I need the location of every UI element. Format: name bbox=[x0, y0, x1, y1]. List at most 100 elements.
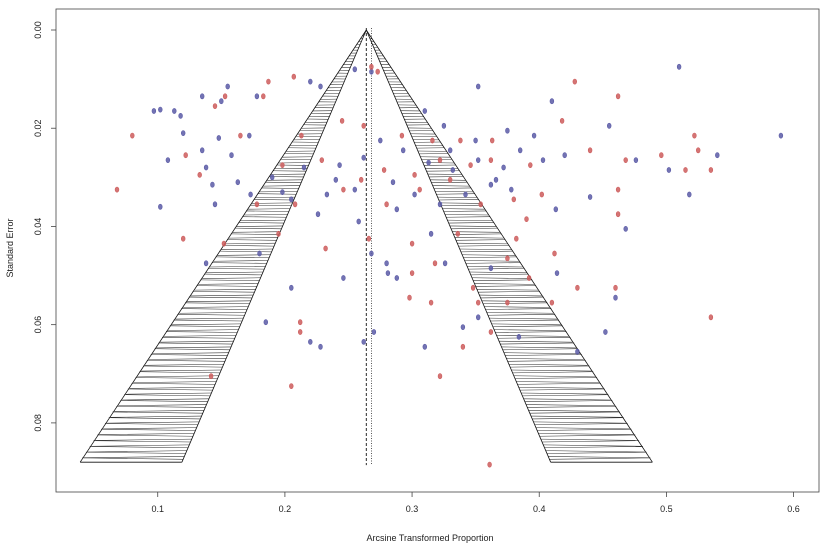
funnel-left-hatch bbox=[114, 410, 205, 412]
study-point-red bbox=[623, 157, 628, 163]
funnel-left-hatch bbox=[160, 340, 234, 343]
funnel-left-hatch bbox=[146, 359, 225, 362]
funnel-right-hatch bbox=[462, 254, 516, 256]
funnel-right-hatch bbox=[544, 446, 643, 449]
funnel-right-hatch bbox=[446, 216, 491, 218]
study-point-blue bbox=[517, 147, 523, 154]
funnel-right-hatch bbox=[456, 239, 506, 241]
study-point-blue bbox=[666, 167, 672, 173]
funnel-right-hatch bbox=[527, 405, 617, 408]
funnel-right-hatch bbox=[492, 325, 563, 328]
study-point-blue bbox=[428, 230, 434, 237]
y-tick-label: 0.06 bbox=[33, 316, 43, 334]
funnel-left-hatch bbox=[97, 434, 193, 437]
funnel-right-hatch bbox=[529, 411, 620, 414]
funnel-left-hatch bbox=[240, 219, 286, 222]
x-tick-label: 0.3 bbox=[406, 504, 419, 514]
study-point-red bbox=[323, 245, 328, 252]
study-point-blue bbox=[450, 167, 455, 173]
study-point-blue bbox=[401, 147, 406, 154]
funnel-right-hatch bbox=[540, 438, 638, 441]
funnel-left-hatch bbox=[103, 427, 197, 430]
study-point-red bbox=[359, 176, 364, 183]
funnel-left-hatch bbox=[215, 256, 270, 258]
study-point-blue bbox=[613, 294, 618, 301]
funnel-left-hatch bbox=[246, 210, 289, 212]
funnel-left-hatch bbox=[106, 421, 200, 424]
plot-frame bbox=[55, 8, 820, 493]
study-point-blue bbox=[623, 225, 628, 232]
study-point-blue bbox=[210, 181, 215, 188]
study-point-red bbox=[266, 78, 271, 85]
funnel-right-hatch bbox=[512, 371, 594, 374]
study-point-red bbox=[526, 275, 532, 281]
study-point-red bbox=[114, 186, 120, 193]
funnel-left-hatch bbox=[228, 237, 278, 239]
study-point-blue bbox=[488, 181, 494, 188]
x-tick-label: 0.4 bbox=[533, 504, 546, 514]
study-point-blue bbox=[318, 343, 323, 350]
funnel-left-hatch bbox=[139, 371, 221, 374]
funnel-right-hatch bbox=[460, 250, 514, 253]
funnel-left-hatch bbox=[248, 208, 291, 210]
funnel-right-hatch bbox=[473, 279, 533, 281]
study-point-blue bbox=[356, 218, 361, 225]
funnel-left-hatch bbox=[232, 231, 281, 233]
study-point-blue bbox=[341, 275, 346, 281]
funnel-right-hatch bbox=[500, 342, 575, 345]
funnel-left-hatch bbox=[177, 314, 245, 316]
funnel-left-hatch bbox=[112, 411, 203, 414]
study-point-red bbox=[514, 235, 519, 242]
study-point-blue bbox=[315, 211, 321, 218]
funnel-left-hatch bbox=[175, 317, 244, 320]
funnel-right-hatch bbox=[508, 363, 588, 366]
study-point-red bbox=[528, 162, 533, 168]
study-point-blue bbox=[324, 191, 330, 198]
funnel-left-hatch bbox=[83, 456, 185, 459]
funnel-right-hatch bbox=[524, 400, 613, 402]
funnel-left-hatch bbox=[253, 199, 294, 201]
funnel-right-hatch bbox=[538, 433, 634, 435]
study-point-blue bbox=[229, 152, 234, 159]
study-point-blue bbox=[254, 93, 260, 100]
study-point-blue bbox=[172, 108, 177, 114]
study-point-blue bbox=[200, 147, 205, 154]
funnel-left-hatch bbox=[198, 283, 259, 285]
study-point-red bbox=[437, 157, 443, 163]
funnel-right-hatch bbox=[470, 273, 529, 276]
study-point-blue bbox=[426, 159, 431, 166]
funnel-left-hatch bbox=[206, 271, 264, 274]
study-point-blue bbox=[361, 154, 366, 161]
study-point-blue bbox=[257, 250, 262, 257]
study-point-blue bbox=[178, 113, 183, 119]
funnel-left-hatch bbox=[154, 348, 230, 351]
funnel-right-hatch bbox=[499, 340, 573, 343]
study-point-blue bbox=[203, 260, 209, 267]
study-point-red bbox=[412, 171, 417, 178]
funnel-right-hatch bbox=[469, 271, 527, 274]
funnel-left-hatch bbox=[148, 358, 227, 360]
x-axis-title: Arcsine Transformed Proportion bbox=[366, 533, 493, 543]
funnel-left-hatch bbox=[225, 242, 276, 245]
study-point-blue bbox=[606, 122, 612, 129]
study-point-blue bbox=[603, 329, 608, 335]
funnel-left-hatch bbox=[230, 233, 280, 235]
funnel-right-hatch bbox=[449, 225, 497, 227]
study-point-blue bbox=[158, 203, 163, 210]
funnel-right-hatch bbox=[444, 214, 489, 216]
study-point-blue bbox=[385, 270, 391, 276]
study-point-red bbox=[430, 137, 435, 144]
funnel-right-hatch bbox=[516, 381, 600, 383]
funnel-left-hatch bbox=[261, 187, 299, 189]
funnel-right-hatch bbox=[459, 248, 512, 250]
y-axis-title: Standard Error bbox=[5, 218, 15, 277]
funnel-right-hatch bbox=[440, 202, 481, 204]
study-point-red bbox=[299, 132, 304, 139]
study-point-red bbox=[615, 93, 621, 100]
study-point-red bbox=[552, 250, 557, 257]
funnel-left-hatch bbox=[185, 302, 250, 304]
study-point-blue bbox=[422, 343, 427, 350]
funnel-left-hatch bbox=[219, 250, 272, 253]
